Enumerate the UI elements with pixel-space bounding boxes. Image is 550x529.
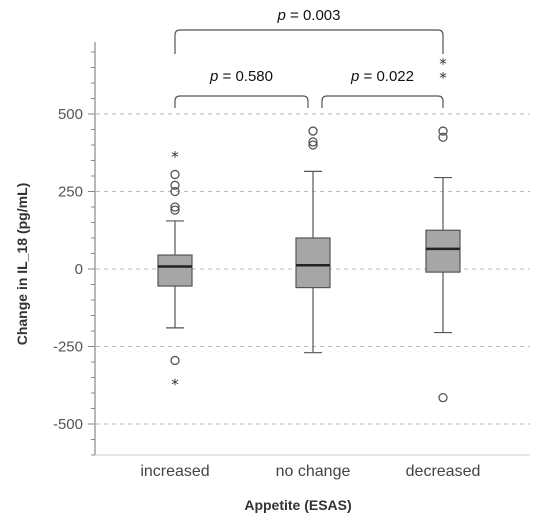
bracket-increased-decreased: p = 0.003 xyxy=(174,7,444,54)
outlier-point xyxy=(438,132,448,142)
outlier-point xyxy=(308,126,318,136)
outlier-point xyxy=(438,126,448,136)
y-tick-label: -500 xyxy=(53,416,83,433)
outlier-point xyxy=(170,169,180,180)
box-increased: * * increased xyxy=(140,148,209,480)
p-symbol: p xyxy=(209,68,218,85)
outlier-point xyxy=(170,202,180,212)
y-tick-label: 250 xyxy=(58,184,83,201)
x-tick-label: increased xyxy=(140,463,209,480)
extreme-point: * xyxy=(171,376,179,394)
y-tick-label: 500 xyxy=(58,106,83,123)
bracket-no-change-decreased: p = 0.022 xyxy=(321,68,444,108)
x-tick-label: decreased xyxy=(406,463,481,480)
iqr-box xyxy=(295,237,331,289)
boxes: **increased no change**decreased xyxy=(140,55,480,480)
p-value-label: p = 0.022 xyxy=(350,68,414,85)
outlier-point xyxy=(170,205,180,215)
p-value-text: = 0.022 xyxy=(359,68,414,85)
p-value-label: p = 0.003 xyxy=(277,7,341,24)
outlier-point xyxy=(170,180,180,190)
box-no-change: no change xyxy=(276,126,351,480)
outlier-point xyxy=(308,140,318,150)
extreme-point: * xyxy=(171,148,179,166)
box-decreased: ** decreased xyxy=(406,55,481,480)
x-tick-label: no change xyxy=(276,463,351,480)
outlier-point xyxy=(170,355,180,366)
outlier-point xyxy=(438,392,448,403)
p-value-label: p = 0.580 xyxy=(209,68,273,85)
y-axis-title: Change in IL_18 (pg/mL) xyxy=(14,183,30,346)
iqr-box xyxy=(425,229,461,273)
p-value-text: = 0.003 xyxy=(286,7,341,24)
p-symbol: p xyxy=(277,7,286,24)
bracket-line xyxy=(174,29,444,54)
extreme-point: * xyxy=(439,55,447,73)
outlier-point xyxy=(308,137,318,147)
iqr-box xyxy=(157,254,193,287)
p-symbol: p xyxy=(350,68,359,85)
y-tick-label: 0 xyxy=(75,261,83,278)
outlier-point xyxy=(170,186,180,197)
y-axis: 500 250 0 -250 -500 xyxy=(53,42,530,456)
bracket-line xyxy=(321,95,444,108)
p-value-text: = 0.580 xyxy=(218,68,273,85)
bracket-line xyxy=(174,95,309,108)
bracket-increased-no-change: p = 0.580 xyxy=(174,68,309,108)
extreme-point: * xyxy=(439,69,447,87)
y-tick-label: -250 xyxy=(53,339,83,356)
x-axis-title: Appetite (ESAS) xyxy=(244,497,351,513)
